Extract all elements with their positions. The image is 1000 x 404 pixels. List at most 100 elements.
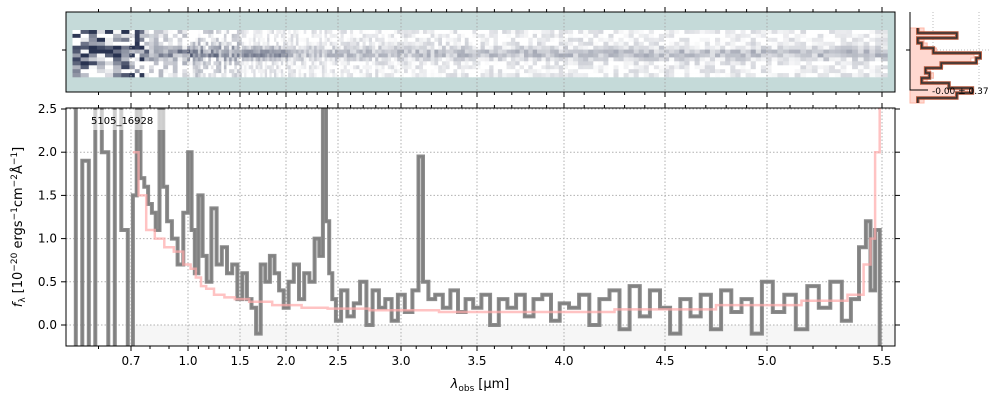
- 2d-pixel: [295, 53, 299, 58]
- 2d-pixel: [653, 45, 660, 50]
- 2d-pixel: [200, 73, 204, 78]
- 2d-pixel: [777, 73, 784, 78]
- 2d-pixel: [689, 57, 695, 62]
- 2d-pixel: [314, 69, 318, 74]
- 2d-pixel: [375, 49, 379, 54]
- 2d-pixel: [689, 45, 695, 50]
- 2d-pixel: [197, 45, 201, 50]
- 2d-pixel: [121, 61, 130, 66]
- 2d-pixel: [550, 45, 555, 50]
- 2d-pixel: [285, 45, 289, 50]
- 2d-pixel: [578, 41, 584, 46]
- 2d-pixel: [340, 65, 344, 70]
- 2d-pixel: [223, 33, 227, 39]
- 2d-pixel: [457, 30, 462, 35]
- 2d-pixel: [829, 61, 836, 66]
- 2d-pixel: [205, 49, 209, 54]
- 2d-pixel: [638, 49, 645, 54]
- 2d-pixel: [267, 33, 270, 39]
- 2d-pixel: [766, 53, 772, 58]
- 2d-pixel: [271, 57, 275, 62]
- 2d-pixel: [829, 49, 836, 54]
- 2d-pixel: [524, 30, 529, 35]
- 2d-pixel: [502, 45, 507, 50]
- 2d-pixel: [598, 49, 604, 54]
- 2d-pixel: [372, 57, 376, 62]
- 2d-pixel: [453, 61, 458, 66]
- 2d-pixel: [464, 53, 469, 58]
- x-tick-label: 4.0: [554, 354, 573, 368]
- 2d-pixel: [321, 49, 325, 54]
- 2d-pixel: [285, 49, 289, 54]
- 2d-pixel: [372, 69, 376, 74]
- 2d-pixel: [251, 65, 254, 70]
- 2d-pixel: [239, 45, 243, 50]
- 2d-pixel: [760, 33, 767, 39]
- 2d-pixel: [216, 73, 220, 78]
- 2d-pixel: [96, 61, 106, 66]
- 2d-pixel: [276, 73, 279, 78]
- 2d-pixel: [113, 73, 122, 78]
- 2d-pixel: [664, 41, 670, 46]
- 2d-pixel: [334, 61, 338, 66]
- 2d-pixel: [468, 57, 473, 62]
- 2d-pixel: [332, 33, 336, 39]
- 2d-pixel: [298, 41, 302, 46]
- 2d-pixel: [648, 49, 655, 54]
- 2d-pixel: [593, 73, 599, 78]
- 2d-pixel: [293, 37, 297, 42]
- 2d-pixel: [760, 73, 767, 78]
- 2d-pixel: [236, 37, 240, 42]
- 2d-pixel: [740, 53, 746, 58]
- 2d-pixel: [829, 41, 836, 46]
- 2d-pixel: [442, 45, 447, 50]
- 2d-pixel: [720, 45, 726, 50]
- 2d-pixel: [725, 30, 731, 35]
- 2d-pixel: [583, 53, 589, 58]
- 2d-pixel: [197, 30, 201, 35]
- 2d-pixel: [319, 61, 323, 66]
- 2d-pixel: [182, 49, 188, 54]
- 2d-pixel: [558, 41, 564, 46]
- 2d-pixel: [288, 45, 292, 50]
- 2d-pixel: [343, 61, 348, 66]
- 2d-pixel: [709, 49, 716, 54]
- 2d-pixel: [664, 61, 670, 66]
- 2d-pixel: [208, 30, 212, 35]
- 2d-pixel: [829, 33, 836, 39]
- 2d-pixel: [740, 61, 746, 66]
- 2d-pixel: [139, 49, 145, 54]
- 2d-pixel: [80, 69, 90, 74]
- 2d-pixel: [257, 53, 261, 58]
- 2d-pixel: [229, 49, 233, 54]
- 2d-pixel: [573, 61, 579, 66]
- 2d-pixel: [653, 30, 660, 35]
- 2d-pixel: [449, 30, 454, 35]
- 2d-pixel: [846, 73, 853, 78]
- 2d-pixel: [96, 49, 106, 54]
- 2d-pixel: [260, 69, 263, 74]
- 2d-pixel: [236, 41, 240, 46]
- 2d-pixel: [598, 73, 604, 78]
- 2d-pixel: [445, 65, 450, 70]
- 2d-pixel: [788, 37, 796, 42]
- 2d-pixel: [880, 73, 888, 78]
- 2d-pixel: [588, 49, 594, 54]
- 2d-pixel: [684, 41, 690, 46]
- 2d-pixel: [834, 49, 842, 54]
- 2d-pixel: [390, 45, 395, 50]
- 2d-pixel: [271, 53, 275, 58]
- 2d-pixel: [528, 37, 534, 42]
- 2d-pixel: [329, 41, 333, 46]
- 2d-pixel: [253, 37, 256, 42]
- 2d-pixel: [158, 61, 164, 66]
- 2d-pixel: [394, 37, 398, 42]
- 2d-pixel: [149, 41, 155, 46]
- 2d-pixel: [457, 41, 462, 46]
- 2d-pixel: [537, 65, 542, 70]
- 2d-pixel: [766, 45, 772, 50]
- 2d-pixel: [426, 33, 431, 39]
- 2d-pixel: [766, 57, 772, 62]
- 2d-pixel: [197, 53, 201, 58]
- 2d-pixel: [229, 65, 233, 70]
